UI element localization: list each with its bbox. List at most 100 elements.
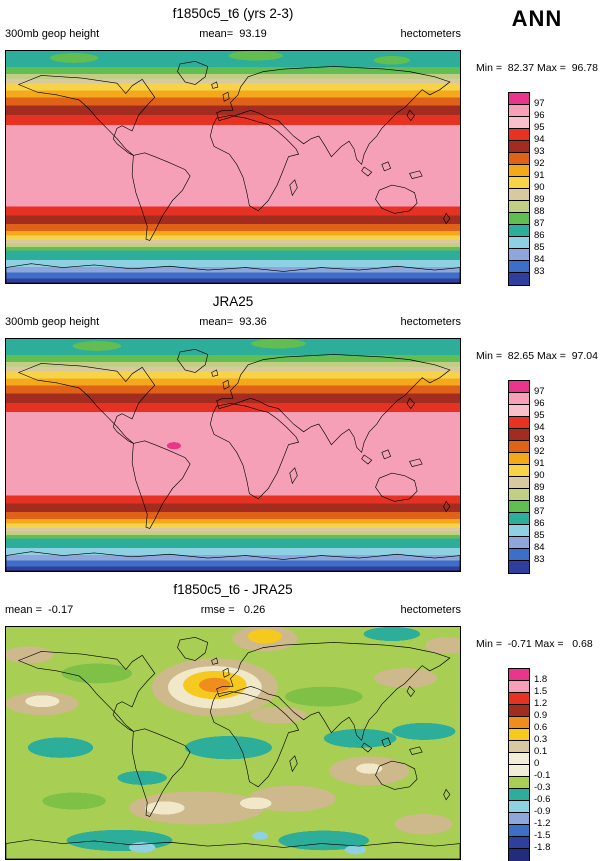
minmax-label: Min = -0.71 Max = 0.68 xyxy=(476,638,593,650)
legend-color-box xyxy=(509,704,529,717)
legend-color-box xyxy=(509,152,529,165)
legend-color-box xyxy=(509,260,529,273)
panel-title: f1850c5_t6 (yrs 2-3) xyxy=(172,6,294,21)
legend-color-box xyxy=(509,669,529,681)
legend-color-box xyxy=(509,548,529,561)
legend-color-box xyxy=(509,464,529,477)
legend-color-box xyxy=(509,524,529,537)
legend-color-box xyxy=(509,272,529,285)
legend-color-box xyxy=(509,116,529,129)
legend-tick-label: 91 xyxy=(534,170,545,181)
legend-tick-label: -0.6 xyxy=(534,794,551,805)
legend-tick-label: -0.1 xyxy=(534,770,551,781)
mean-stat: mean= 93.36 xyxy=(199,316,267,328)
legend-color-box xyxy=(509,560,529,573)
stats-row: mean = -0.17 rmse = 0.26 hectometers xyxy=(5,604,461,618)
units-label: hectometers xyxy=(400,316,461,328)
colorbar xyxy=(508,380,530,574)
legend-tick-label: 0.3 xyxy=(534,734,548,745)
legend-color-box xyxy=(509,488,529,501)
variable-label: 300mb geop height xyxy=(5,28,100,40)
color-legend: 97 96 95 94 93 92 91 90 89 88 87 86 85 84 83 xyxy=(508,92,572,288)
colorbar xyxy=(508,668,530,861)
legend-color-box xyxy=(509,692,529,705)
legend-tick-label: -1.2 xyxy=(534,818,551,829)
color-legend: 1.8 1.5 1.2 0.9 0.6 0.3 0.1 0 -0.1 -0.3 -0.6 -0.9 -1… xyxy=(508,668,572,861)
legend-tick-label: 88 xyxy=(534,494,545,505)
legend-tick-label: 0 xyxy=(534,758,540,769)
legend-tick-label: 85 xyxy=(534,530,545,541)
legend-color-box xyxy=(509,381,529,393)
legend-color-box xyxy=(509,428,529,441)
legend-color-box xyxy=(509,512,529,525)
legend-tick-label: 1.8 xyxy=(534,674,548,685)
legend-color-box xyxy=(509,716,529,729)
legend-color-box xyxy=(509,836,529,849)
legend-color-box xyxy=(509,752,529,765)
rmse-stat: rmse = 0.26 xyxy=(200,604,266,616)
legend-color-box xyxy=(509,536,529,549)
legend-tick-label: 84 xyxy=(534,542,545,553)
legend-color-box xyxy=(509,764,529,777)
contour-map-obs xyxy=(5,338,461,572)
legend-tick-label: 88 xyxy=(534,206,545,217)
units-label: hectometers xyxy=(400,604,461,616)
legend-color-box xyxy=(509,392,529,405)
legend-tick-label: 90 xyxy=(534,470,545,481)
legend-color-box xyxy=(509,212,529,225)
legend-tick-label: 93 xyxy=(534,146,545,157)
legend-color-box xyxy=(509,140,529,153)
legend-color-box xyxy=(509,848,529,861)
legend-tick-label: 90 xyxy=(534,182,545,193)
contour-map-model xyxy=(5,50,461,284)
panel-title: f1850c5_t6 - JRA25 xyxy=(173,582,293,597)
legend-tick-label: 1.2 xyxy=(534,698,548,709)
legend-color-box xyxy=(509,440,529,453)
legend-color-box xyxy=(509,776,529,789)
legend-tick-label: 86 xyxy=(534,230,545,241)
panel-title: JRA25 xyxy=(212,294,254,309)
legend-tick-label: 89 xyxy=(534,194,545,205)
legend-color-box xyxy=(509,104,529,117)
coastlines xyxy=(6,60,460,283)
legend-tick-label: 96 xyxy=(534,398,545,409)
legend-tick-label: 97 xyxy=(534,386,545,397)
legend-tick-label: 97 xyxy=(534,98,545,109)
legend-color-box xyxy=(509,404,529,417)
legend-color-box xyxy=(509,452,529,465)
mean-stat: mean = -0.17 xyxy=(5,604,74,616)
legend-tick-label: 94 xyxy=(534,422,545,433)
legend-tick-label: 0.1 xyxy=(534,746,548,757)
legend-tick-label: 0.6 xyxy=(534,722,548,733)
legend-color-box xyxy=(509,740,529,753)
units-label: hectometers xyxy=(400,28,461,40)
legend-color-box xyxy=(509,788,529,801)
legend-tick-label: 96 xyxy=(534,110,545,121)
minmax-label: Min = 82.37 Max = 96.78 xyxy=(476,62,598,74)
legend-tick-label: 83 xyxy=(534,266,545,277)
legend-tick-label: 87 xyxy=(534,506,545,517)
colorbar xyxy=(508,92,530,286)
legend-color-box xyxy=(509,824,529,837)
coastlines xyxy=(6,348,460,571)
legend-tick-label: -1.8 xyxy=(534,842,551,853)
legend-color-box xyxy=(509,200,529,213)
legend-tick-label: 94 xyxy=(534,134,545,145)
legend-tick-label: 87 xyxy=(534,218,545,229)
legend-tick-label: -0.3 xyxy=(534,782,551,793)
stats-row: 300mb geop height mean= 93.19 hectometer… xyxy=(5,28,461,42)
legend-color-box xyxy=(509,416,529,429)
panel-model: f1850c5_t6 (yrs 2-3) ANN 300mb geop heig… xyxy=(0,0,614,288)
legend-tick-label: 84 xyxy=(534,254,545,265)
season-label: ANN xyxy=(511,6,563,31)
panel-diff: f1850c5_t6 - JRA25 mean = -0.17 rmse = 0… xyxy=(0,576,614,861)
legend-color-box xyxy=(509,176,529,189)
legend-tick-label: 92 xyxy=(534,158,545,169)
legend-color-box xyxy=(509,476,529,489)
legend-color-box xyxy=(509,248,529,261)
legend-color-box xyxy=(509,188,529,201)
legend-color-box xyxy=(509,128,529,141)
color-legend: 97 96 95 94 93 92 91 90 89 88 87 86 85 84 83 xyxy=(508,380,572,576)
stats-row: 300mb geop height mean= 93.36 hectometer… xyxy=(5,316,461,330)
